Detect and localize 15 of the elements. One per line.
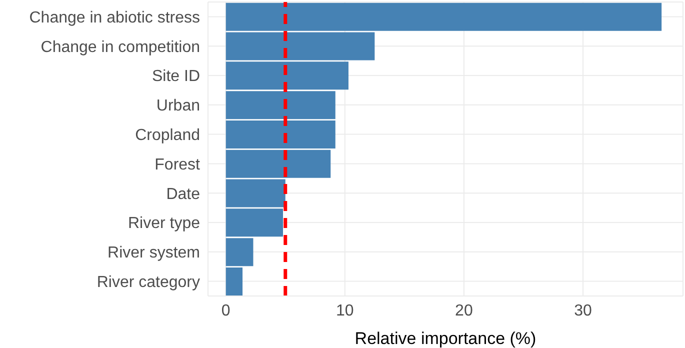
y-tick-label: Forest <box>154 156 201 174</box>
x-axis-title: Relative importance (%) <box>354 329 536 348</box>
x-tick-label: 0 <box>221 302 230 320</box>
y-tick-label: Change in competition <box>40 38 200 56</box>
y-tick-label: River system <box>108 244 200 262</box>
y-tick-label: Urban <box>156 98 200 115</box>
y-tick-label: Site ID <box>152 68 200 86</box>
x-tick-label: 30 <box>574 302 592 320</box>
y-tick-label: River category <box>96 274 200 291</box>
y-tick-label: Date <box>166 186 200 203</box>
x-tick-label: 10 <box>336 302 354 320</box>
x-tick-label: 20 <box>455 302 473 320</box>
y-tick-label: Cropland <box>135 126 200 144</box>
y-tick-label: Change in abiotic stress <box>29 9 200 26</box>
y-tick-label: River type <box>128 215 200 232</box>
